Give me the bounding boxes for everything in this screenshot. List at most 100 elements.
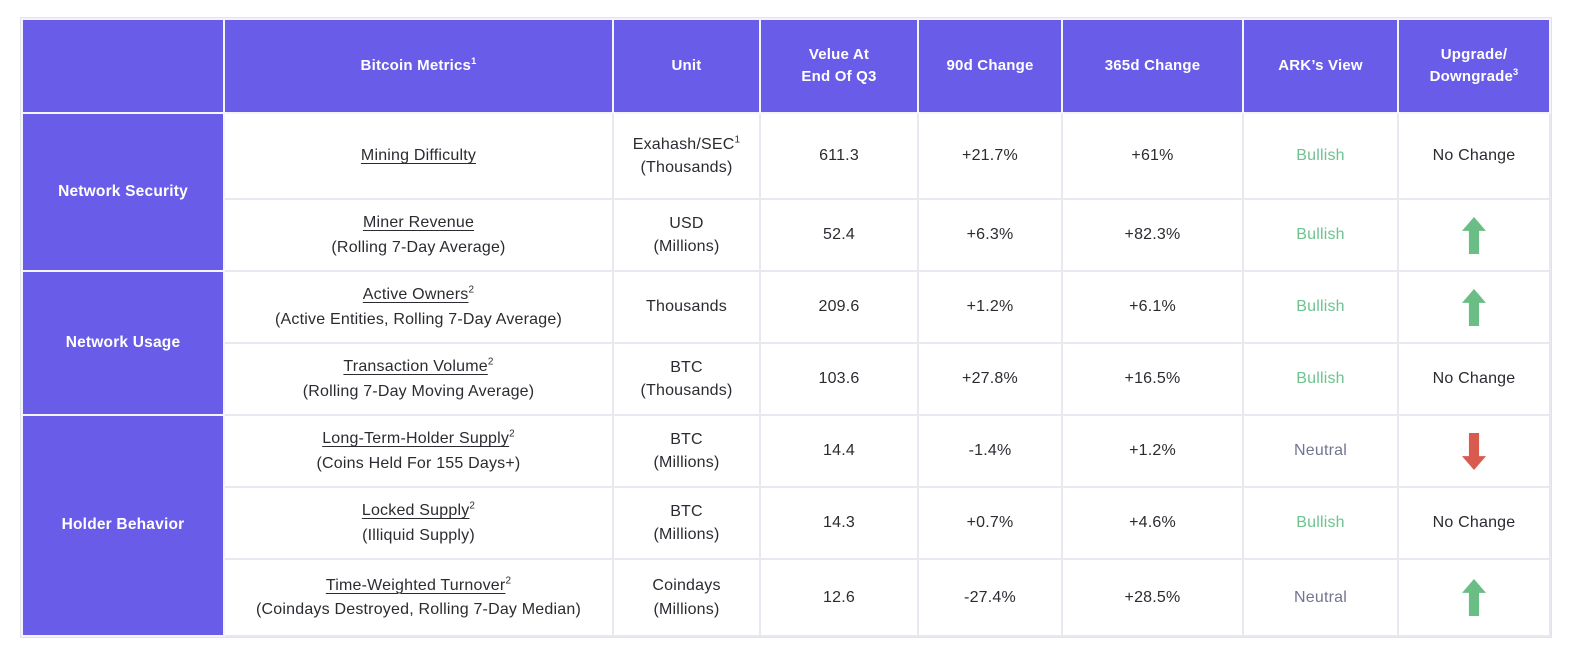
up-arrow-icon [1462, 579, 1486, 616]
change-365d-cell: +6.1% [1061, 270, 1244, 344]
value-cell: 611.3 [759, 112, 919, 200]
metric-detail: (Coins Held For 155 Days+) [316, 454, 521, 472]
ark-view-cell: Bullish [1242, 198, 1399, 272]
unit-line: BTC [670, 430, 703, 448]
metric-cell: Mining Difficulty [223, 112, 614, 200]
table-header: Bitcoin Metrics1 Unit Velue At End Of Q3… [21, 18, 1551, 114]
ark-view-cell: Bullish [1242, 270, 1399, 344]
upgrade-label: No Change [1432, 514, 1516, 532]
metric-link[interactable]: Time-Weighted Turnover2 [233, 574, 604, 597]
unit-line: (Millions) [653, 526, 720, 543]
unit-line: Thousands [646, 298, 727, 316]
metric-link[interactable]: Active Owners2 [233, 283, 604, 306]
value-cell: 103.6 [759, 342, 919, 416]
upgrade-cell [1397, 558, 1551, 637]
upgrade-cell [1397, 270, 1551, 344]
upgrade-cell: No Change [1397, 486, 1551, 560]
group-cell-network-security: Network Security [21, 112, 225, 272]
metric-superscript: 2 [509, 428, 515, 440]
metric-superscript: 2 [469, 500, 476, 512]
change-90d-cell: -1.4% [917, 414, 1063, 488]
unit-cell: USD (Millions) [612, 198, 761, 272]
value-cell: 14.4 [759, 414, 919, 488]
ark-view-label: Bullish [1296, 370, 1345, 388]
value-cell: 209.6 [759, 270, 919, 344]
table-row: Time-Weighted Turnover2 (Coindays Destro… [22, 558, 1551, 637]
ark-view-label: Bullish [1296, 514, 1345, 532]
metric-link[interactable]: Transaction Volume2 [233, 355, 604, 378]
unit-cell: BTC (Millions) [612, 414, 761, 488]
metric-superscript: 2 [487, 356, 494, 368]
down-arrow-icon [1462, 432, 1486, 470]
unit-line: (Millions) [653, 454, 720, 471]
upgrade-cell [1397, 198, 1551, 272]
metric-link[interactable]: Miner Revenue [233, 211, 604, 234]
table-row: Holder Behavior Long-Term-Holder Supply2… [21, 414, 1551, 637]
table-row: Network Security Mining Difficulty Exaha… [21, 112, 1551, 272]
metric-detail: (Illiquid Supply) [362, 526, 475, 544]
header-cell-ark-view: ARK’s View [1242, 18, 1399, 114]
ark-view-label: Bullish [1296, 298, 1345, 316]
group-cell-holder-behavior: Holder Behavior [21, 414, 225, 637]
change-90d-cell: +21.7% [917, 112, 1063, 200]
unit-line: Exahash/SEC1 [632, 134, 741, 153]
up-arrow-icon [1462, 216, 1486, 254]
table-row: Miner Revenue (Rolling 7-Day Average) US… [22, 198, 1551, 272]
bitcoin-metrics-table: Bitcoin Metrics1 Unit Velue At End Of Q3… [20, 17, 1552, 638]
unit-line: Coindays [652, 577, 721, 595]
unit-superscript: 1 [734, 134, 741, 146]
metric-cell: Miner Revenue (Rolling 7-Day Average) [223, 198, 614, 272]
metric-cell: Transaction Volume2 (Rolling 7-Day Movin… [223, 342, 614, 416]
change-365d-cell: +1.2% [1061, 414, 1244, 488]
header-superscript: 3 [1513, 67, 1519, 77]
ark-view-cell: Bullish [1242, 486, 1399, 560]
header-label: Upgrade/ [1440, 45, 1508, 63]
metric-link[interactable]: Long-Term-Holder Supply2 [233, 427, 604, 450]
header-label: Bitcoin Metrics [360, 56, 472, 74]
upgrade-label: No Change [1432, 370, 1516, 388]
metric-label: Transaction Volume [343, 358, 488, 376]
header-label: Downgrade3 [1429, 67, 1519, 85]
header-superscript: 1 [471, 55, 477, 66]
value-cell: 12.6 [759, 558, 919, 637]
metric-detail: (Active Entities, Rolling 7-Day Average) [275, 310, 562, 328]
change-365d-cell: +82.3% [1061, 198, 1244, 272]
unit-line: BTC [670, 358, 703, 376]
unit-line: BTC [670, 502, 703, 520]
ark-view-label: Neutral [1294, 588, 1347, 606]
table-row: Transaction Volume2 (Rolling 7-Day Movin… [22, 342, 1551, 416]
ark-view-cell: Neutral [1242, 414, 1399, 488]
change-90d-cell: +6.3% [917, 198, 1063, 272]
header-cell-blank [21, 18, 225, 114]
group-cell-network-usage: Network Usage [21, 270, 225, 416]
ark-view-label: Bullish [1296, 226, 1345, 244]
unit-line: (Thousands) [640, 159, 733, 176]
metric-cell: Active Owners2 (Active Entities, Rolling… [223, 270, 614, 344]
metric-link[interactable]: Mining Difficulty [233, 144, 604, 167]
unit-cell: Thousands [612, 270, 761, 344]
change-365d-cell: +16.5% [1061, 342, 1244, 416]
unit-cell: Exahash/SEC1 (Thousands) [612, 112, 761, 200]
upgrade-cell [1397, 414, 1551, 488]
value-cell: 14.3 [759, 486, 919, 560]
header-label: End Of Q3 [801, 68, 877, 85]
value-cell: 52.4 [759, 198, 919, 272]
metric-label: Long-Term-Holder Supply [322, 430, 510, 448]
change-90d-cell: -27.4% [917, 558, 1063, 637]
metric-detail: (Rolling 7-Day Moving Average) [302, 382, 535, 400]
metric-label: Locked Supply [361, 502, 470, 520]
metric-link[interactable]: Locked Supply2 [233, 499, 604, 522]
table-row: Network Usage Active Owners2 (Active Ent… [21, 270, 1551, 416]
ark-view-cell: Bullish [1242, 112, 1399, 200]
metric-superscript: 2 [468, 284, 475, 296]
change-90d-cell: +1.2% [917, 270, 1063, 344]
metric-cell: Long-Term-Holder Supply2 (Coins Held For… [223, 414, 614, 488]
unit-cell: Coindays (Millions) [612, 558, 761, 637]
header-cell-metrics: Bitcoin Metrics1 [223, 18, 614, 114]
unit-line: (Millions) [653, 238, 720, 255]
ark-view-cell: Bullish [1242, 342, 1399, 416]
unit-cell: BTC (Thousands) [612, 342, 761, 416]
upgrade-cell: No Change [1397, 112, 1551, 200]
metric-label: Mining Difficulty [360, 147, 477, 165]
